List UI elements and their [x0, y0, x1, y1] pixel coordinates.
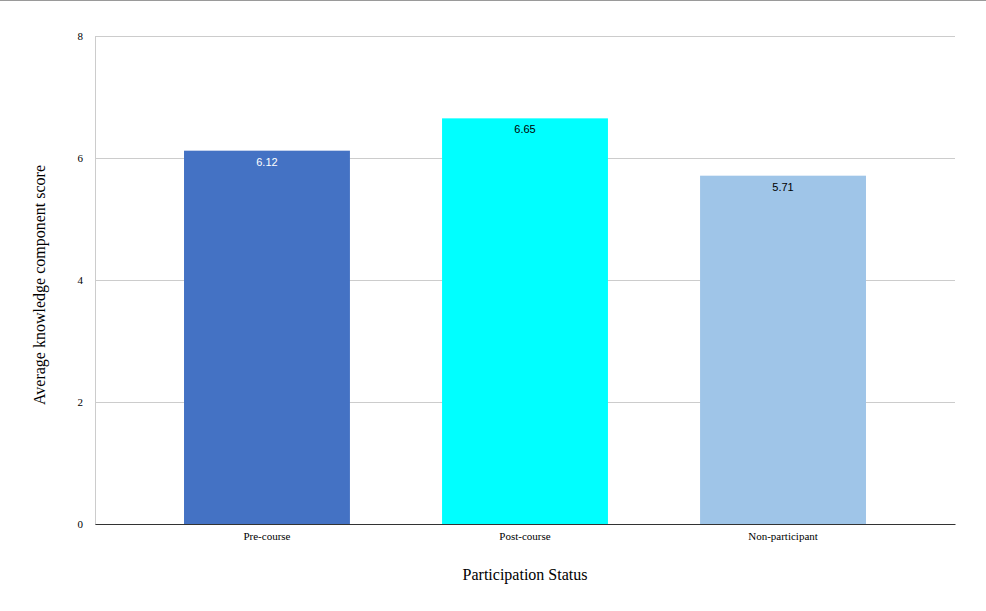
x-tick-label: Pre-course	[243, 530, 290, 542]
bars	[184, 118, 866, 524]
x-tick-label: Post-course	[499, 530, 550, 542]
x-tick: Pre-course	[243, 524, 290, 542]
x-tick: Post-course	[499, 524, 550, 542]
y-tick: 8	[78, 30, 956, 42]
x-axis: Pre-course Post-course Non-participant	[96, 524, 956, 542]
y-tick-label: 4	[78, 274, 84, 286]
y-tick-label: 0	[78, 518, 84, 530]
bar	[442, 118, 608, 524]
data-label: 6.65	[514, 123, 535, 135]
x-tick: Non-participant	[748, 524, 818, 542]
y-axis-line	[96, 37, 956, 525]
page-edge	[0, 0, 986, 1]
x-axis-line	[96, 524, 956, 525]
data-label: 5.71	[772, 181, 793, 193]
data-label: 6.12	[256, 156, 277, 168]
grid-line	[95, 524, 955, 525]
bar	[700, 176, 866, 524]
y-tick-label: 6	[78, 152, 84, 164]
bar	[184, 151, 350, 524]
data-labels: 6.12 6.65 5.71	[256, 123, 793, 192]
y-tick-label: 2	[78, 396, 84, 408]
x-axis-title: Participation Status	[463, 566, 588, 584]
x-tick-label: Non-participant	[748, 530, 818, 542]
y-axis: 0 2 4 6 8	[78, 30, 956, 530]
y-tick-label: 8	[78, 30, 84, 42]
y-axis-title: Average knowledge component score	[31, 165, 49, 405]
grid-line	[95, 36, 955, 37]
chart: 0 2 4 6 8 Pre-course Post-course Non-participan…	[0, 0, 986, 611]
